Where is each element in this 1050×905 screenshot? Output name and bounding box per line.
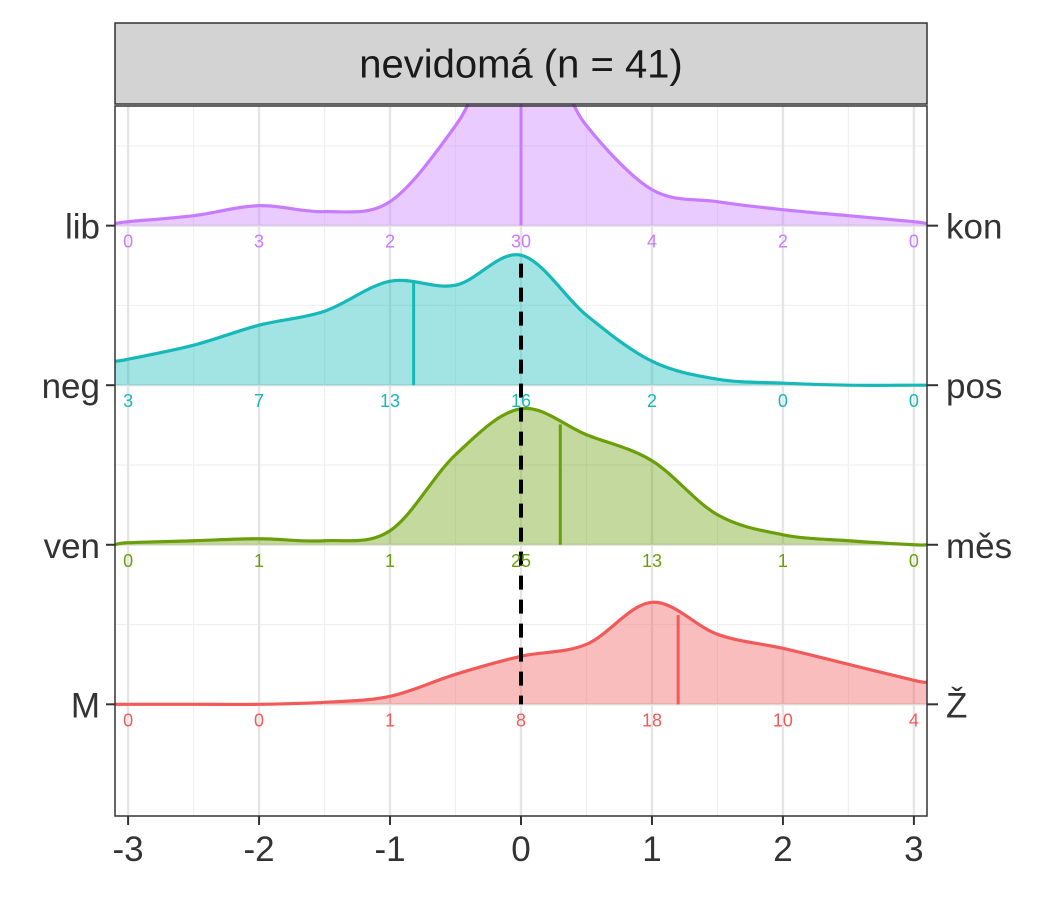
y-label-left: lib	[65, 208, 100, 247]
x-tick-label: 1	[642, 830, 661, 869]
count-label: 0	[909, 391, 919, 411]
count-label: 25	[511, 551, 531, 571]
count-label: 3	[254, 232, 264, 252]
count-label: 7	[254, 391, 264, 411]
count-label: 1	[385, 551, 395, 571]
facet-title: nevidomá (n = 41)	[359, 43, 683, 87]
count-labels: 0 3 2 30 4 2 03 7 13 16 2 0 00 1 1 25 13 1 00 0 1 8 18 10 4	[123, 232, 919, 731]
y-label-right: kon	[946, 208, 1002, 247]
x-tick-label: -3	[113, 830, 144, 869]
y-label-right: měs	[946, 527, 1012, 566]
count-label: 0	[254, 710, 264, 730]
ridge-fill-ven	[115, 408, 927, 546]
count-label: 1	[385, 710, 395, 730]
facet-strip	[114, 22, 928, 105]
count-label: 2	[385, 232, 395, 252]
ridge-fill-M	[115, 602, 927, 705]
count-label: 2	[647, 391, 657, 411]
count-label: 18	[642, 710, 662, 730]
x-tick-label: -1	[374, 830, 405, 869]
count-label: 0	[123, 551, 133, 571]
y-label-right: pos	[946, 367, 1002, 406]
count-label: 8	[516, 710, 526, 730]
count-label: 0	[909, 551, 919, 571]
count-label: 13	[642, 551, 662, 571]
count-label: 2	[778, 232, 788, 252]
x-tick-label: 3	[904, 830, 923, 869]
x-tick-label: -2	[244, 830, 275, 869]
count-label: 1	[778, 551, 788, 571]
count-label: 30	[511, 232, 531, 252]
x-tick-label: 0	[511, 830, 530, 869]
count-label: 13	[380, 391, 400, 411]
count-label: 0	[778, 391, 788, 411]
x-tick-label: 2	[773, 830, 792, 869]
ridge-line-neg	[114, 253, 927, 387]
axes: lib kon neg pos ven měs M Ž -3 -2 -1 0 1 2 3	[42, 208, 1013, 869]
y-label-left: ven	[44, 527, 100, 566]
y-label-right: Ž	[946, 686, 967, 725]
count-label: 4	[647, 232, 657, 252]
count-label: 0	[123, 710, 133, 730]
panel-border	[114, 105, 928, 817]
count-label: 1	[254, 551, 264, 571]
count-label: 4	[909, 710, 919, 730]
count-label: 0	[909, 232, 919, 252]
count-label: 10	[773, 710, 793, 730]
y-label-left: neg	[42, 367, 100, 406]
count-label: 3	[123, 391, 133, 411]
y-label-left: M	[71, 686, 100, 725]
count-label: 0	[123, 232, 133, 252]
count-label: 16	[511, 391, 531, 411]
